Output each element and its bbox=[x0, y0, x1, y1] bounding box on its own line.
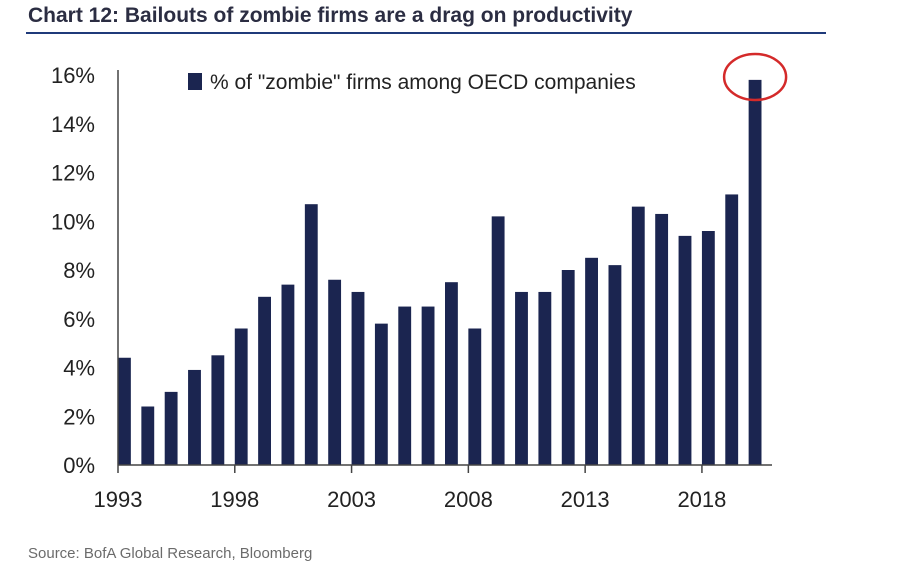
bar-2008 bbox=[468, 328, 482, 465]
y-tick-label: 0% bbox=[63, 453, 95, 478]
bar-2017 bbox=[678, 235, 692, 466]
x-tick-label: 1998 bbox=[210, 487, 259, 512]
legend-swatch bbox=[188, 73, 202, 90]
bar-2007 bbox=[445, 282, 458, 465]
y-axis-ticks: 0% 2% 4% 6% 8% 10% 12% 14% 16% bbox=[51, 63, 95, 478]
x-axis-ticks: 1993 1998 2003 2008 2013 2018 bbox=[94, 465, 726, 512]
highlight-circle bbox=[722, 52, 788, 102]
bar-2019 bbox=[725, 194, 739, 465]
x-tick-label: 2018 bbox=[677, 487, 726, 512]
bar-1998 bbox=[234, 328, 248, 465]
y-tick-label: 4% bbox=[63, 356, 95, 381]
bar-chart: 0% 2% 4% 6% 8% 10% 12% 14% 16% 1993 1998 2003 2008 2… bbox=[51, 52, 788, 512]
bar-2013 bbox=[585, 257, 598, 465]
y-tick-label: 12% bbox=[51, 161, 95, 186]
bar-2010 bbox=[515, 291, 528, 465]
legend-label: % of "zombie" firms among OECD companies bbox=[210, 71, 636, 94]
y-tick-label: 16% bbox=[51, 63, 95, 88]
source-note: Source: BofA Global Research, Bloomberg bbox=[28, 545, 313, 562]
bar-1996 bbox=[188, 369, 201, 465]
axes bbox=[117, 70, 772, 466]
bar-2016 bbox=[655, 213, 669, 465]
bar-1997 bbox=[211, 355, 225, 465]
x-tick-label: 2003 bbox=[327, 487, 376, 512]
bar-2006 bbox=[421, 306, 435, 465]
x-tick-label: 2008 bbox=[444, 487, 493, 512]
bar-2004 bbox=[374, 323, 388, 466]
y-tick-label: 14% bbox=[51, 112, 95, 137]
chart-title: Chart 12: Bailouts of zombie firms are a… bbox=[28, 4, 633, 27]
bar-2020 bbox=[748, 79, 762, 466]
y-tick-label: 2% bbox=[63, 404, 95, 429]
bar-2003 bbox=[351, 291, 365, 465]
bar-2018 bbox=[701, 231, 715, 465]
bar-2012 bbox=[561, 270, 575, 465]
x-tick-label: 2013 bbox=[561, 487, 610, 512]
bar-2015 bbox=[631, 206, 645, 466]
bars bbox=[118, 79, 762, 466]
bar-2014 bbox=[608, 265, 622, 466]
bar-1999 bbox=[258, 296, 271, 465]
legend: % of "zombie" firms among OECD companies bbox=[188, 71, 636, 94]
bar-1994 bbox=[141, 406, 155, 465]
highlight-ellipse bbox=[722, 52, 788, 102]
bar-2001 bbox=[304, 204, 318, 465]
y-tick-label: 6% bbox=[63, 307, 95, 332]
bar-1993 bbox=[118, 357, 131, 465]
bar-2011 bbox=[538, 291, 552, 465]
bar-2002 bbox=[328, 279, 342, 465]
y-tick-label: 10% bbox=[51, 209, 95, 234]
x-tick-label: 1993 bbox=[94, 487, 143, 512]
bar-2005 bbox=[398, 306, 412, 465]
bar-2009 bbox=[491, 216, 505, 465]
title-rule bbox=[26, 32, 826, 34]
bar-1995 bbox=[164, 391, 178, 466]
y-tick-label: 8% bbox=[63, 258, 95, 283]
bar-2000 bbox=[281, 284, 295, 466]
